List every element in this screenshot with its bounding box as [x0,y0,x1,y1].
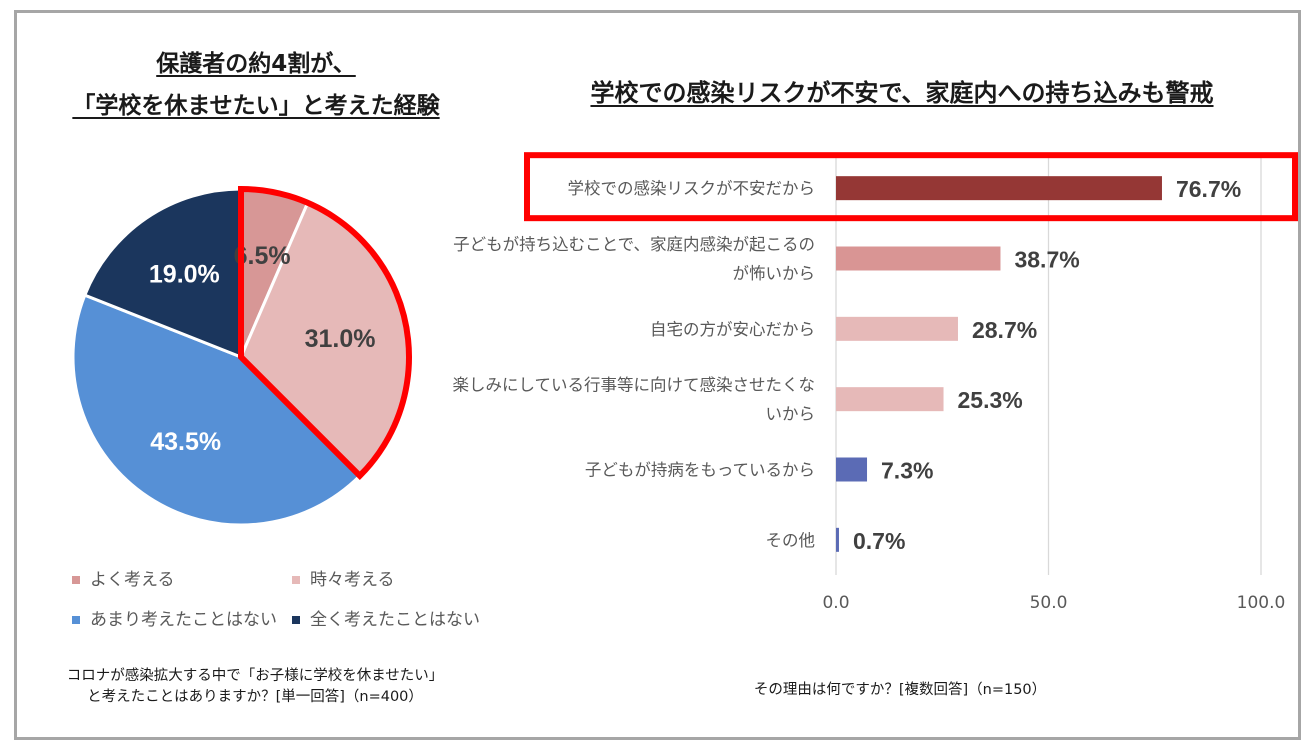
category-label: 子どもが持ち込むことで、家庭内感染が起こるの [453,235,815,254]
bar [836,387,944,412]
category-label: 楽しみにしている行事等に向けて感染させたくな [452,376,815,395]
pie-question-line2: と考えたことはありますか？[単一回答]（n=400） [87,689,423,706]
category-label: いから [766,405,816,424]
bar-chart-title: 学校での感染リスクが不安で、家庭内への持ち込みも警戒 [590,79,1214,107]
legend-swatch [292,576,300,584]
legend-label: 時々考える [310,570,395,590]
bar-value-label: 76.7% [1176,176,1241,202]
bar-value-label: 7.3% [881,458,933,484]
pie-question-line1: コロナが感染拡大する中で「お子様に学校を休ませたい」 [66,668,444,684]
category-label: 子どもが持病をもっているから [585,461,815,480]
bar-question-note: その理由は何ですか？[複数回答]（n=150） [753,682,1047,698]
bar [836,316,958,341]
legend-swatch [292,616,300,624]
category-label: 自宅の方が安心だから [650,320,815,339]
legend-label: 全く考えたことはない [310,610,480,630]
legend-item-sometimes: 時々考える [292,565,395,590]
legend-item-never: 全く考えたことはない [292,605,480,630]
legend-item-rarely: あまり考えたことはない [72,605,277,630]
legend-label: あまり考えたことはない [90,610,277,630]
legend-swatch [72,616,80,624]
pie-slice-label: 43.5% [150,428,221,456]
x-tick-label: 100.0 [1237,593,1286,613]
bar-value-label: 38.7% [1014,247,1079,273]
bar [836,527,839,552]
bar-value-label: 28.7% [972,317,1037,343]
bar-value-label: 25.3% [958,387,1023,413]
bar-highlight-box [524,152,1298,222]
bar [836,176,1162,201]
pie-slice-label: 19.0% [149,261,220,289]
pie-highlight-outline [238,185,412,481]
legend-item-often: よく考える [72,565,175,590]
pie-title-line1: 保護者の約4割が、 [156,51,356,77]
category-label: その他 [766,531,816,550]
bar-chart: 0.0 50.0 100.0 76.7% 学校での感染リスクが不安だから 38.7% 子ども… [452,152,1298,613]
legend-label: よく考える [90,570,175,590]
category-label: が怖いから [733,264,816,283]
pie-title-line2: 「学校を休ませたい」と考えた経験 [72,93,440,119]
bar-value-label: 0.7% [853,528,905,554]
x-tick-label: 50.0 [1030,593,1068,613]
figure-frame [14,10,1301,740]
pie-question-note: コロナが感染拡大する中で「お子様に学校を休ませたい」 と考えたことはありますか？… [40,666,470,708]
bar [836,457,868,482]
x-tick-label: 0.0 [822,593,849,613]
pie-chart: 6.5%31.0%43.5%19.0% [71,185,412,527]
pie-slice [71,293,362,527]
bar [836,246,1001,271]
legend-swatch [72,576,80,584]
category-label: 学校での感染リスクが不安だから [568,179,816,198]
pie-slice [82,187,243,360]
pie-slice-label: 31.0% [305,325,376,353]
